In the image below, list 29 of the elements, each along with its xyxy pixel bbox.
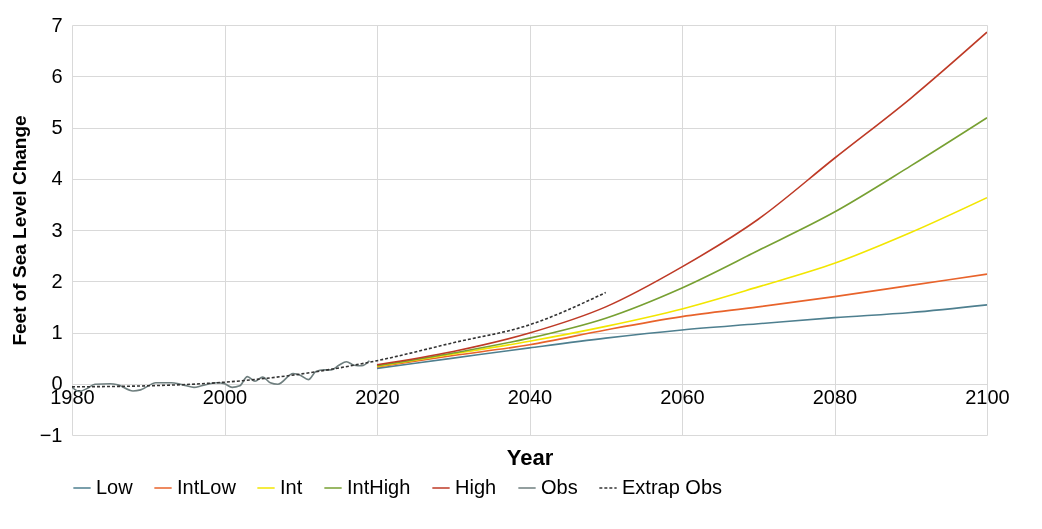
line-series: [376, 273, 987, 368]
line-series: [376, 116, 987, 367]
line-series: [72, 291, 607, 388]
legend-label: Extrap Obs: [622, 476, 723, 498]
x-axis-title: Year: [506, 444, 554, 470]
y-tick-label: 2: [51, 269, 63, 292]
line-series: [376, 196, 987, 368]
legend-label: Int: [280, 476, 303, 498]
legend-label: IntLow: [177, 476, 237, 498]
x-tick-label: 2000: [202, 386, 248, 409]
y-axis-title: Feet of Sea Level Change: [8, 115, 30, 346]
legend-label: IntHigh: [347, 476, 411, 498]
x-tick-label: 2060: [660, 386, 705, 409]
x-tick-label: 2020: [355, 386, 400, 409]
x-tick-label: 2100: [965, 386, 1010, 409]
y-tick-label: 7: [51, 13, 63, 36]
legend-label: Low: [96, 476, 134, 498]
legend-label: High: [455, 476, 497, 498]
y-tick-label: −1: [39, 423, 63, 446]
y-tick-label: 4: [51, 167, 63, 190]
legend-label: Obs: [541, 476, 578, 498]
x-tick-label: 2040: [507, 386, 553, 409]
line-series: [376, 304, 987, 370]
line-series: [376, 31, 987, 366]
y-tick-label: 3: [51, 218, 63, 241]
x-tick-label: 2080: [812, 386, 858, 409]
y-tick-label: 5: [51, 116, 63, 138]
y-tick-label: 6: [51, 64, 63, 87]
y-tick-label: 1: [51, 321, 63, 343]
